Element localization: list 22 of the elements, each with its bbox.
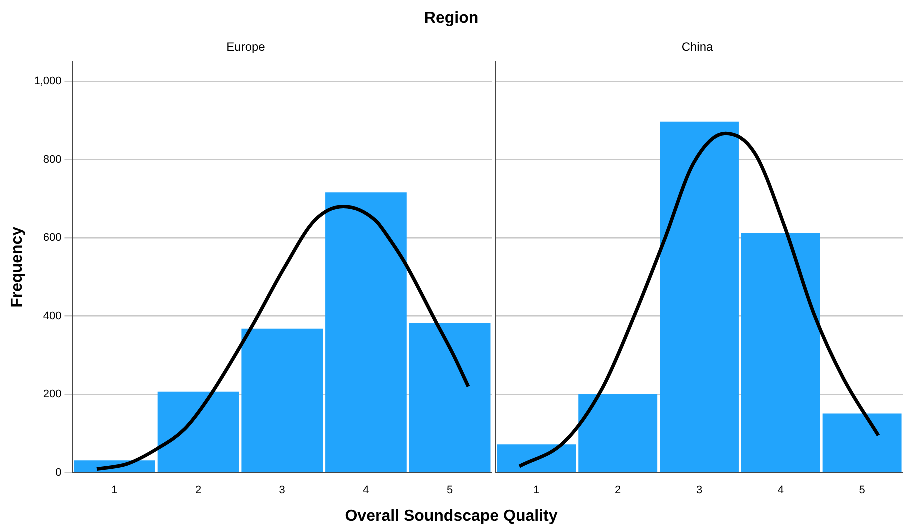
y-tick-label: 1,000 bbox=[34, 76, 62, 88]
y-tick-label: 800 bbox=[43, 154, 62, 166]
x-tick-label: 3 bbox=[696, 484, 703, 496]
x-tick-label: 1 bbox=[112, 484, 118, 496]
x-tick-label: 4 bbox=[778, 484, 784, 496]
x-tick-label: 2 bbox=[195, 484, 202, 496]
x-tick-label: 5 bbox=[447, 484, 454, 496]
y-tick-label: 400 bbox=[43, 310, 62, 322]
x-axis-title: Overall Soundscape Quality bbox=[344, 508, 559, 526]
y-tick-label: 0 bbox=[56, 466, 62, 479]
x-tick-label: 1 bbox=[534, 484, 540, 496]
chart-subtitle: Europe bbox=[226, 40, 266, 54]
x-tick-label: 4 bbox=[363, 484, 370, 496]
chart-subtitle: China bbox=[680, 40, 714, 54]
line-series bbox=[95, 205, 470, 472]
x-tick-label: 3 bbox=[279, 484, 286, 496]
y-axis-title: Frequency bbox=[9, 226, 26, 308]
chart-title: Region bbox=[423, 10, 480, 28]
y-tick-label: 600 bbox=[43, 232, 62, 244]
y-tick-label: 200 bbox=[43, 388, 62, 401]
x-tick-label: 5 bbox=[859, 484, 866, 496]
x-tick-label: 2 bbox=[615, 484, 622, 496]
